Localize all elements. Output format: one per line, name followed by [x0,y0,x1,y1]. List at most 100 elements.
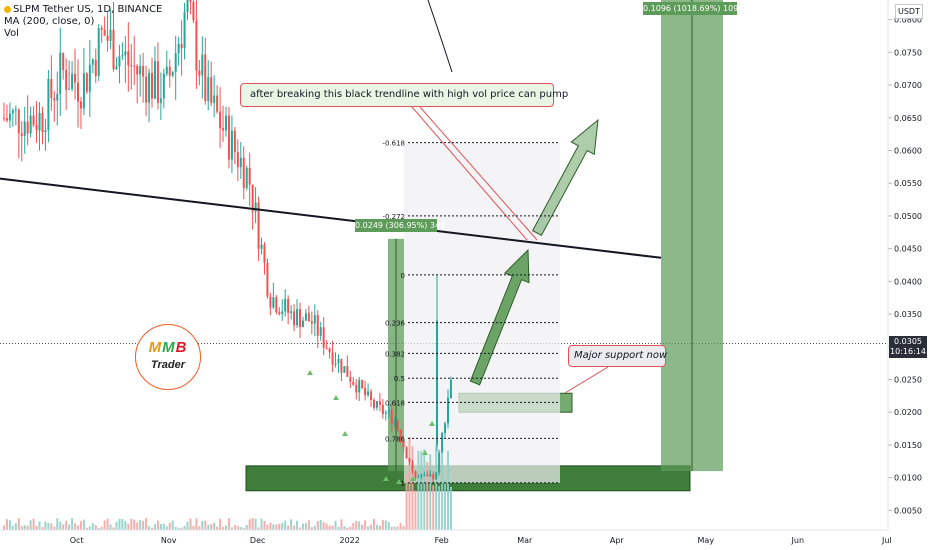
volume-bar [8,520,11,530]
volume-bar [248,519,251,530]
candle-body [436,320,438,445]
volume-bar [165,526,168,530]
volume-bar [260,518,263,530]
volume-bar [272,524,275,530]
candle-body [358,379,361,393]
fib-level-label: 0.618 [385,399,405,407]
candle-body [426,474,429,477]
fib-level-label: 0.5 [394,375,405,383]
measure-label-big: 0.1096 (1018.69%) 1096 [643,2,744,15]
candle-body [189,0,192,2]
volume-bar [207,524,210,530]
candle-body [390,410,393,424]
candle-body [68,88,71,90]
volume-bar [346,527,349,530]
candle-body [405,447,408,459]
candle-body [50,79,53,99]
candle-body [14,109,17,111]
candle-body [435,472,438,480]
candle-body [429,474,432,477]
candle-body [449,379,452,398]
volume-bar [301,523,304,530]
volume-bar [381,519,384,530]
candle-body [387,410,390,413]
candle-body [281,311,284,315]
candle-body [65,69,68,90]
volume-bar [216,526,219,530]
candle-body [349,376,352,382]
candle-body [82,73,85,109]
volume-bar [352,523,355,530]
volume-bar [142,520,145,530]
candle-body [304,313,307,321]
candle-body [230,130,233,160]
volume-bar [375,524,378,530]
volume-bar [14,523,17,530]
x-tick-label: 2022 [339,536,359,545]
candle-body [153,61,156,99]
candle-body [109,29,112,41]
candle-body [325,347,328,349]
measure-label-small: 0.0249 (306.95%) 349 [355,219,446,232]
candle-body [133,65,136,67]
volume-bar [432,485,435,530]
candle-body [183,12,186,48]
volume-bar [402,526,405,530]
symbol-line[interactable]: SLPM Tether US, 1D, BINANCE [4,4,162,16]
x-tick-label: Feb [435,536,449,545]
candle-body [381,404,384,414]
volume-bar [313,525,316,530]
y-tick-label: 0.0750 [894,48,922,57]
volume-bar [162,523,165,530]
volume-bar [3,525,5,530]
candle-body [402,441,405,448]
signal-marker [422,450,428,455]
candle-body [290,311,293,313]
trendline-callout[interactable]: after breaking this black trendline with… [240,83,568,107]
candle-body [216,95,219,112]
candle-body [337,358,340,364]
candle-body [393,420,396,424]
candle-body [444,423,447,433]
volume-bars [3,437,452,530]
candle-body [8,113,11,121]
candle-body [204,54,207,101]
volume-bar [236,525,239,530]
candle-body [115,66,118,70]
volume-bar [266,524,269,530]
volume-bar [355,521,358,530]
candle-body [219,111,222,129]
volume-bar [361,524,364,530]
candle-body [20,133,23,136]
volume-bar [74,523,77,530]
volume-bar [145,518,148,530]
volume-bar [331,525,334,530]
y-tick-label: 0.0200 [894,408,922,417]
trendline-layer [0,0,662,259]
candle-body [112,29,115,70]
candle-body [423,474,426,476]
fib-level-label: -0.272 [382,213,405,221]
candle-body [192,1,195,21]
y-tick-label: 0.0800 [894,16,922,25]
volume-bar [213,522,216,530]
x-tick-label: Jun [791,536,805,545]
currency-button[interactable]: USDT [895,4,923,19]
candle-body [62,53,65,70]
volume-bar [47,523,50,530]
y-tick-label: 0.0050 [894,506,922,515]
volume-bar [103,520,106,530]
candle-body [257,202,260,249]
pump-arrow-1 [469,248,530,386]
ma-indicator-label[interactable]: MA (200, close, 0) [4,16,95,27]
volume-indicator-label[interactable]: Vol [4,28,19,39]
support-callout[interactable]: Major support now [568,345,667,367]
volume-bar [109,524,112,530]
volume-bar [343,526,346,530]
volume-bar [378,525,381,530]
volume-bar [201,520,204,530]
x-tick-label: Dec [250,536,265,545]
current-price-value: 0.0305 [894,337,922,346]
